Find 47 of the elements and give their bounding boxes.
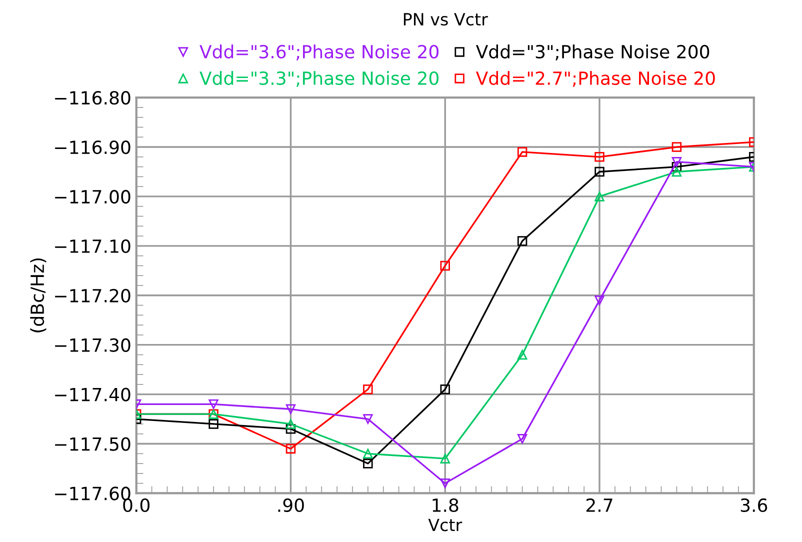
y-tick-label: −117.40 [55, 388, 130, 402]
point [594, 166, 604, 177]
y-tick-label: −117.10 [55, 239, 130, 254]
point [517, 434, 528, 444]
point [672, 166, 682, 177]
point [517, 236, 528, 246]
point [363, 448, 373, 459]
y-tick-label: −117.30 [55, 338, 130, 352]
point [672, 142, 682, 152]
y-tick-label: −116.90 [55, 140, 130, 154]
x-tick-label: .90 [278, 498, 304, 512]
legend-label: Vdd="2.7";Phase Noise 20 [476, 71, 715, 87]
point [363, 414, 373, 424]
x-tick-label: 0.0 [123, 498, 150, 512]
y-tick-label: −116.80 [55, 91, 130, 105]
x-tick-label: 2.7 [586, 498, 612, 512]
point [363, 384, 373, 394]
point [672, 162, 682, 172]
x-axis-title: Vctr [428, 518, 462, 532]
point [286, 404, 296, 414]
y-tick-label: −117.20 [55, 288, 130, 303]
legend-label: Vdd="3.3";Phase Noise 20 [200, 71, 438, 87]
point [440, 478, 450, 488]
point [286, 419, 296, 429]
legend-label: Vdd="3";Phase Noise 200 [476, 44, 710, 60]
y-tick-label: −117.60 [55, 486, 130, 500]
point [517, 350, 528, 360]
legend-label: Vdd="3.6";Phase Noise 20 [200, 44, 438, 60]
y-tick-label: −117.50 [55, 437, 130, 451]
point [208, 419, 218, 429]
chart-title: PN vs Vctr [404, 13, 488, 26]
point [594, 152, 604, 162]
point [594, 295, 604, 306]
point [286, 444, 296, 454]
point [363, 458, 373, 468]
point [286, 424, 296, 434]
y-tick-label: −117.00 [55, 190, 130, 204]
y-axis-title: (dBc/Hz) [30, 258, 46, 332]
x-tick-label: 3.6 [740, 498, 768, 512]
point [594, 192, 604, 202]
point [208, 399, 218, 410]
x-tick-label: 1.8 [432, 498, 458, 512]
point [440, 260, 450, 271]
point [672, 156, 682, 167]
point [440, 454, 450, 464]
point [517, 147, 528, 157]
point [440, 384, 450, 394]
